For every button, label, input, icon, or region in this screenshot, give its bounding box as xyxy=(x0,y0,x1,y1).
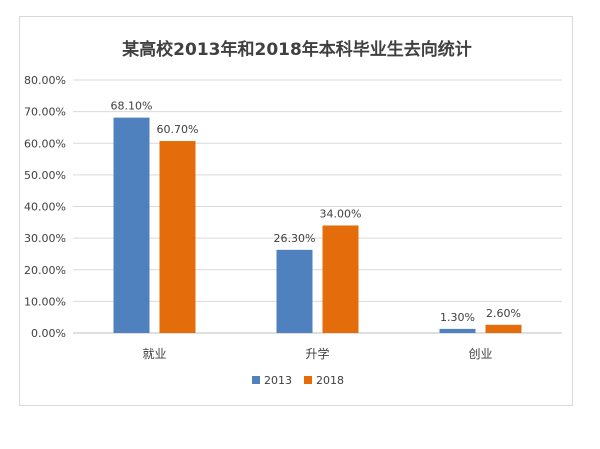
legend-swatch xyxy=(252,376,260,384)
y-tick-label: 20.00% xyxy=(24,264,66,277)
data-label: 68.10% xyxy=(111,100,153,113)
y-tick-label: 10.00% xyxy=(24,295,66,308)
legend-swatch xyxy=(304,376,312,384)
y-tick-label: 60.00% xyxy=(24,137,66,150)
bar xyxy=(113,117,150,333)
y-tick-label: 70.00% xyxy=(24,106,66,119)
data-label: 2.60% xyxy=(486,307,521,320)
y-tick-label: 50.00% xyxy=(24,169,66,182)
data-label: 34.00% xyxy=(320,207,362,220)
legend-label: 2018 xyxy=(316,374,344,387)
data-label: 60.70% xyxy=(157,123,199,136)
y-tick-label: 40.00% xyxy=(24,201,66,214)
data-label: 1.30% xyxy=(440,311,475,324)
bar xyxy=(439,328,476,333)
bar xyxy=(159,141,196,333)
x-category-label: 升学 xyxy=(305,346,329,361)
bar xyxy=(322,225,359,333)
data-label: 26.30% xyxy=(274,232,316,245)
y-tick-label: 80.00% xyxy=(24,74,66,87)
x-category-label: 就业 xyxy=(142,347,166,361)
chart-title: 某高校2013年和2018年本科毕业生去向统计 xyxy=(122,40,472,60)
bar xyxy=(276,249,313,333)
bar xyxy=(485,324,522,333)
x-category-label: 创业 xyxy=(468,347,492,361)
chart-frame: 某高校2013年和2018年本科毕业生去向统计 xyxy=(19,16,573,406)
y-tick-label: 0.00% xyxy=(31,327,66,340)
y-tick-label: 30.00% xyxy=(24,232,66,245)
legend-label: 2013 xyxy=(264,374,292,387)
